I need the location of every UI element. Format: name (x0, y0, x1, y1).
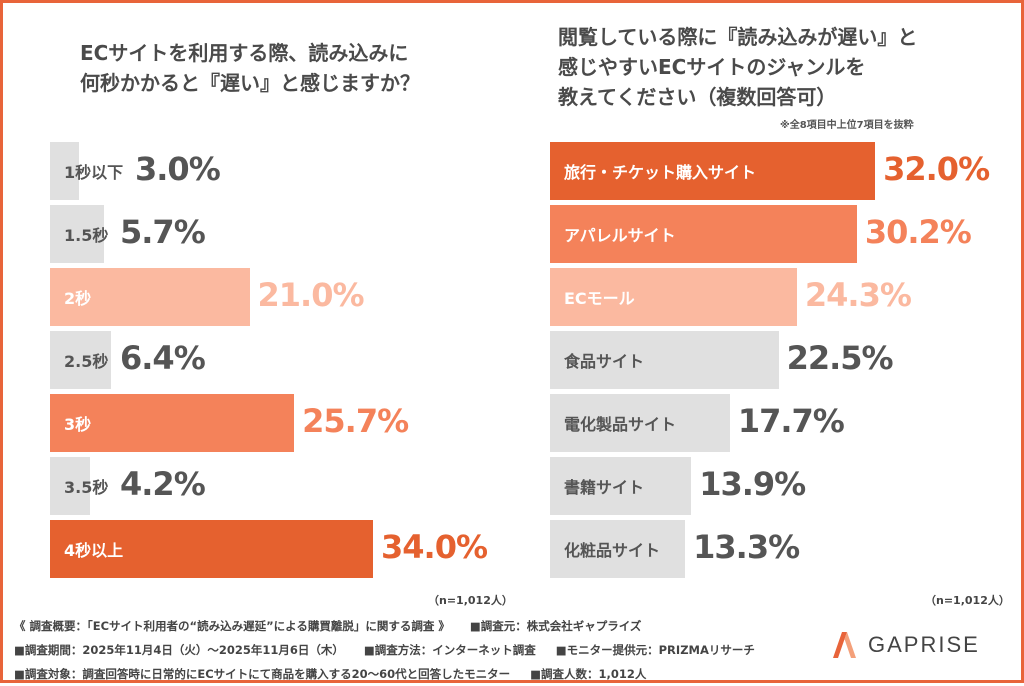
bar-value-label: 22.5% (786, 339, 894, 377)
bar (550, 394, 730, 452)
bar-category-label: 書籍サイト (564, 478, 645, 497)
bar-row: 3.5秒 4.2% (50, 457, 206, 515)
survey-sponsor: ■調査元：株式会社ギャプライズ (469, 619, 642, 633)
bar-category-label: 4秒以上 (64, 541, 124, 560)
bar-row: 2秒 21.0% (50, 268, 365, 326)
title-line: ECサイトを利用する際、読み込みに (80, 41, 409, 65)
logo-text: GAPRISE (868, 632, 980, 657)
bar-value-label: 5.7% (120, 213, 206, 251)
bar-value-label: 6.4% (120, 339, 206, 377)
bar-category-label: 旅行・チケット購入サイト (564, 163, 757, 182)
bar (550, 331, 779, 389)
bar-row: アパレルサイト 30.2% (550, 205, 972, 263)
bar (550, 205, 857, 263)
bar-row: 2.5秒 6.4% (50, 331, 206, 389)
bar-value-label: 17.7% (737, 402, 845, 440)
bar-value-label: 21.0% (257, 276, 365, 314)
bar (550, 142, 876, 200)
bar-value-label: 24.3% (804, 276, 912, 314)
bar (550, 268, 797, 326)
bar-row: ECモール 24.3% (550, 268, 912, 326)
bar-category-label: 電化製品サイト (564, 415, 677, 434)
bar-value-label: 13.3% (693, 528, 800, 566)
bar-value-label: 30.2% (864, 213, 972, 251)
survey-method: ■調査方法：インターネット調査 (363, 643, 536, 657)
survey-count: ■調査人数：1,012人 (530, 667, 647, 681)
bar-category-label: 2.5秒 (64, 352, 109, 371)
bar (50, 142, 79, 200)
title-line: 感じやすいECサイトのジャンルを (558, 55, 866, 79)
bar-row: 4秒以上 34.0% (50, 520, 488, 578)
gaprise-logo: GAPRISE (830, 632, 980, 658)
survey-overview: 《 調査概要：「ECサイト利用者の“読み込み遅延”による購買離脱」に関する調査 … (14, 619, 450, 633)
bar-category-label: 3秒 (64, 415, 92, 434)
bar-row: 1秒以下 3.0% (50, 142, 221, 200)
survey-footer: 《 調査概要：「ECサイト利用者の“読み込み遅延”による購買離脱」に関する調査 … (14, 614, 775, 686)
bar-category-label: 1秒以下 (64, 163, 124, 182)
bar-category-label: 3.5秒 (64, 478, 109, 497)
left-sample-size: （n=1,012人） (428, 594, 513, 607)
bar (50, 331, 111, 389)
bar (50, 205, 105, 263)
right-chart-title: 閲覧している際に『読み込みが遅い』と 感じやすいECサイトのジャンルを 教えてく… (558, 22, 998, 112)
bar-value-label: 3.0% (135, 150, 221, 188)
bar-category-label: 化粧品サイト (564, 541, 661, 560)
bar-value-label: 34.0% (381, 528, 488, 566)
chart-note: ※全8項目中上位7項目を抜粋 (780, 120, 914, 131)
bar-value-label: 4.2% (120, 465, 206, 503)
bar-value-label: 32.0% (883, 150, 990, 188)
bar-row: 書籍サイト 13.9% (550, 457, 806, 515)
bar-value-label: 13.9% (699, 465, 806, 503)
right-sample-size: （n=1,012人） (925, 594, 1010, 607)
bar (50, 394, 295, 452)
bar-value-label: 25.7% (302, 402, 409, 440)
bar-row: 3秒 25.7% (50, 394, 409, 452)
bar (50, 268, 250, 326)
bar-row: 1.5秒 5.7% (50, 205, 206, 263)
bar-category-label: ECモール (564, 289, 635, 308)
survey-period: ■調査期間：2025年11月4日（火）～2025年11月6日（木） (14, 643, 344, 657)
bar (50, 457, 90, 515)
title-line: 閲覧している際に『読み込みが遅い』と (558, 25, 918, 49)
title-line: 何秒かかると『遅い』と感じますか？ (80, 71, 420, 95)
bar-category-label: 1.5秒 (64, 226, 109, 245)
bar-row: 旅行・チケット購入サイト 32.0% (550, 142, 990, 200)
logo-mark-icon (833, 632, 856, 658)
bar-row: 食品サイト 22.5% (550, 331, 894, 389)
bar-category-label: 2秒 (64, 289, 92, 308)
bar (50, 520, 373, 578)
bar-row: 化粧品サイト 13.3% (550, 520, 800, 578)
title-line: 教えてください（複数回答可） (558, 85, 837, 109)
bar-category-label: アパレルサイト (564, 226, 676, 245)
bar-category-label: 食品サイト (564, 352, 645, 371)
bar (550, 457, 692, 515)
survey-panel: ■モニター提供元：PRIZMAリサーチ (555, 643, 755, 657)
bar-row: 電化製品サイト 17.7% (550, 394, 845, 452)
bar (550, 520, 686, 578)
left-chart-title: ECサイトを利用する際、読み込みに 何秒かかると『遅い』と感じますか？ (80, 38, 500, 98)
survey-target: ■調査対象：調査回答時に日常的にECサイトにて商品を購入する20～60代と回答し… (14, 667, 511, 681)
